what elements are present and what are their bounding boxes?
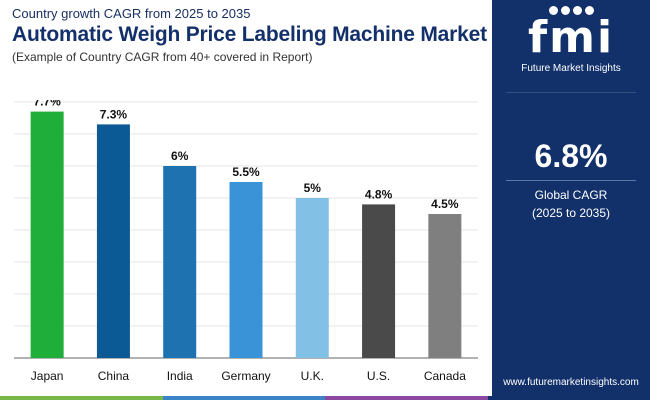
bar-canada [428, 214, 462, 358]
data-label: 4.5% [431, 197, 459, 211]
global-cagr-period: (2025 to 2035) [531, 206, 611, 220]
fmi-logo: fmi Future Market Insights [508, 6, 634, 74]
x-tick-label: Germany [221, 369, 270, 383]
bar-us [362, 204, 396, 358]
panel-divider [506, 92, 636, 93]
data-label: 4.8% [365, 187, 393, 201]
data-label: 5.5% [232, 165, 260, 179]
data-label: 5% [304, 181, 322, 195]
bar-india [163, 166, 197, 358]
logo-icons [508, 6, 634, 15]
bar-uk [295, 198, 329, 358]
data-label: 7.3% [100, 107, 128, 121]
global-cagr-label: Global CAGR [534, 188, 608, 202]
header: Country growth CAGR from 2025 to 2035 Au… [12, 6, 492, 64]
logo-text: Future Market Insights [521, 63, 621, 74]
logo-dot-icon [548, 6, 558, 15]
side-panel: fmi Future Market Insights 6.8% Global C… [492, 0, 650, 400]
bar-chart: 7.7% Japan 7.3% China 6% India 5.5% Germany 5% U.… [14, 100, 478, 383]
data-label: 6% [171, 149, 189, 163]
bar-japan [30, 111, 64, 358]
logo-dot-icon [560, 6, 570, 15]
bottom-color-bar [0, 396, 650, 400]
bottom-bar-segment [487, 396, 650, 400]
chart-subtitle-bottom: (Example of Country CAGR from 40+ covere… [12, 50, 313, 64]
x-tick-label: U.S. [367, 369, 390, 383]
logo-dot-icon [572, 6, 582, 15]
website-link[interactable]: www.futuremarketinsights.com [503, 377, 639, 388]
x-tick-label: U.K. [301, 369, 324, 383]
x-tick-label: Japan [31, 369, 64, 383]
logo-mark: fmi [527, 12, 615, 63]
x-tick-label: China [98, 369, 130, 383]
global-cagr-value: 6.8% [534, 138, 608, 174]
x-tick-label: India [167, 369, 193, 383]
cagr-divider [506, 180, 636, 181]
data-label: 7.7% [33, 100, 61, 109]
bottom-bar-segment [162, 396, 325, 400]
x-tick-label: Canada [424, 369, 466, 383]
chart-subtitle-top: Country growth CAGR from 2025 to 2035 [12, 6, 251, 21]
chart-title: Automatic Weigh Price Labeling Machine M… [12, 23, 487, 46]
logo-dot-icon [584, 6, 594, 15]
bar-china [96, 124, 130, 359]
bar-germany [229, 182, 263, 358]
bottom-bar-segment [0, 396, 163, 400]
bottom-bar-segment [325, 396, 488, 400]
